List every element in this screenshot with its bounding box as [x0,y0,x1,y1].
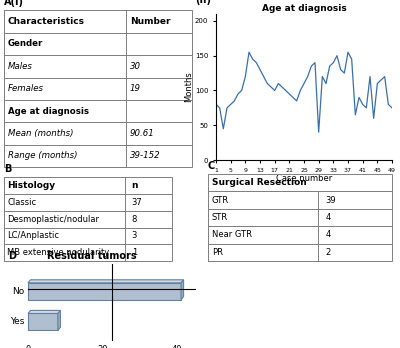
Text: Females: Females [8,84,44,93]
Text: Number: Number [130,17,170,26]
Text: 2: 2 [326,248,331,257]
Bar [4,33,126,55]
Bar [208,244,318,261]
Text: Males: Males [8,62,33,71]
Bar [208,226,392,244]
Bar [4,55,192,78]
Bar [208,209,318,226]
Text: C: C [208,160,215,171]
Polygon shape [28,310,60,314]
Text: A(i): A(i) [4,0,24,7]
Bar [4,55,126,78]
Bar [208,226,318,244]
Text: Mean (months): Mean (months) [8,129,73,138]
Bar [4,244,125,261]
Text: Near GTR: Near GTR [212,230,252,239]
Text: MB extensive nodularity: MB extensive nodularity [7,248,110,257]
Text: B: B [4,164,11,174]
Title: Age at diagnosis: Age at diagnosis [262,4,346,13]
Bar [208,174,392,191]
Text: No: No [12,287,25,296]
Bar [4,10,126,33]
Text: GTR: GTR [212,196,229,205]
Bar [4,194,172,211]
Polygon shape [28,280,184,283]
Bar [4,78,126,100]
Text: 4: 4 [326,213,331,222]
Bar [4,194,125,211]
Bar [4,228,125,244]
Bar [4,211,172,228]
Bar [4,145,192,167]
Bar [4,33,192,55]
Text: 4: 4 [326,230,331,239]
X-axis label: Case number: Case number [276,174,332,183]
Text: Characteristics: Characteristics [8,17,85,26]
Text: Age at diagnosis: Age at diagnosis [8,106,89,116]
Text: n: n [132,181,138,190]
Text: (ii): (ii) [195,0,211,5]
Text: 3: 3 [132,231,137,240]
Text: Surgical Resection: Surgical Resection [212,178,306,187]
FancyBboxPatch shape [28,314,58,330]
Bar [4,177,172,194]
Text: LC/Anplastic: LC/Anplastic [7,231,59,240]
Text: STR: STR [212,213,228,222]
Bar [4,228,172,244]
Text: 19: 19 [130,84,141,93]
Text: Residual tumors: Residual tumors [47,251,137,261]
Bar [4,122,126,145]
Text: Yes: Yes [10,317,25,326]
Bar [208,191,392,209]
Text: Classic: Classic [7,198,36,207]
Polygon shape [181,280,184,300]
Text: 37: 37 [132,198,142,207]
Bar [208,191,318,209]
Text: 39: 39 [326,196,336,205]
Bar [4,177,125,194]
Bar [4,100,126,122]
Bar [4,10,192,33]
Text: Desmoplastic/nodular: Desmoplastic/nodular [7,215,99,224]
Text: 1: 1 [132,248,137,257]
Bar [4,122,192,145]
Text: PR: PR [212,248,223,257]
Text: D: D [8,251,16,261]
Y-axis label: Months: Months [184,72,194,102]
Text: Gender: Gender [8,39,43,48]
Text: 40: 40 [172,345,182,348]
Bar [4,211,125,228]
Polygon shape [58,310,60,330]
Bar [4,145,126,167]
Text: 0: 0 [25,345,31,348]
Bar [4,244,172,261]
Text: 30: 30 [130,62,141,71]
Text: 20: 20 [98,345,108,348]
Bar [208,209,392,226]
Bar [208,244,392,261]
FancyBboxPatch shape [28,283,181,300]
Bar [4,100,192,122]
Text: 8: 8 [132,215,137,224]
Text: 90.61: 90.61 [130,129,155,138]
Bar [4,78,192,100]
Text: 39-152: 39-152 [130,151,160,160]
Text: Range (months): Range (months) [8,151,77,160]
Text: Histology: Histology [7,181,56,190]
